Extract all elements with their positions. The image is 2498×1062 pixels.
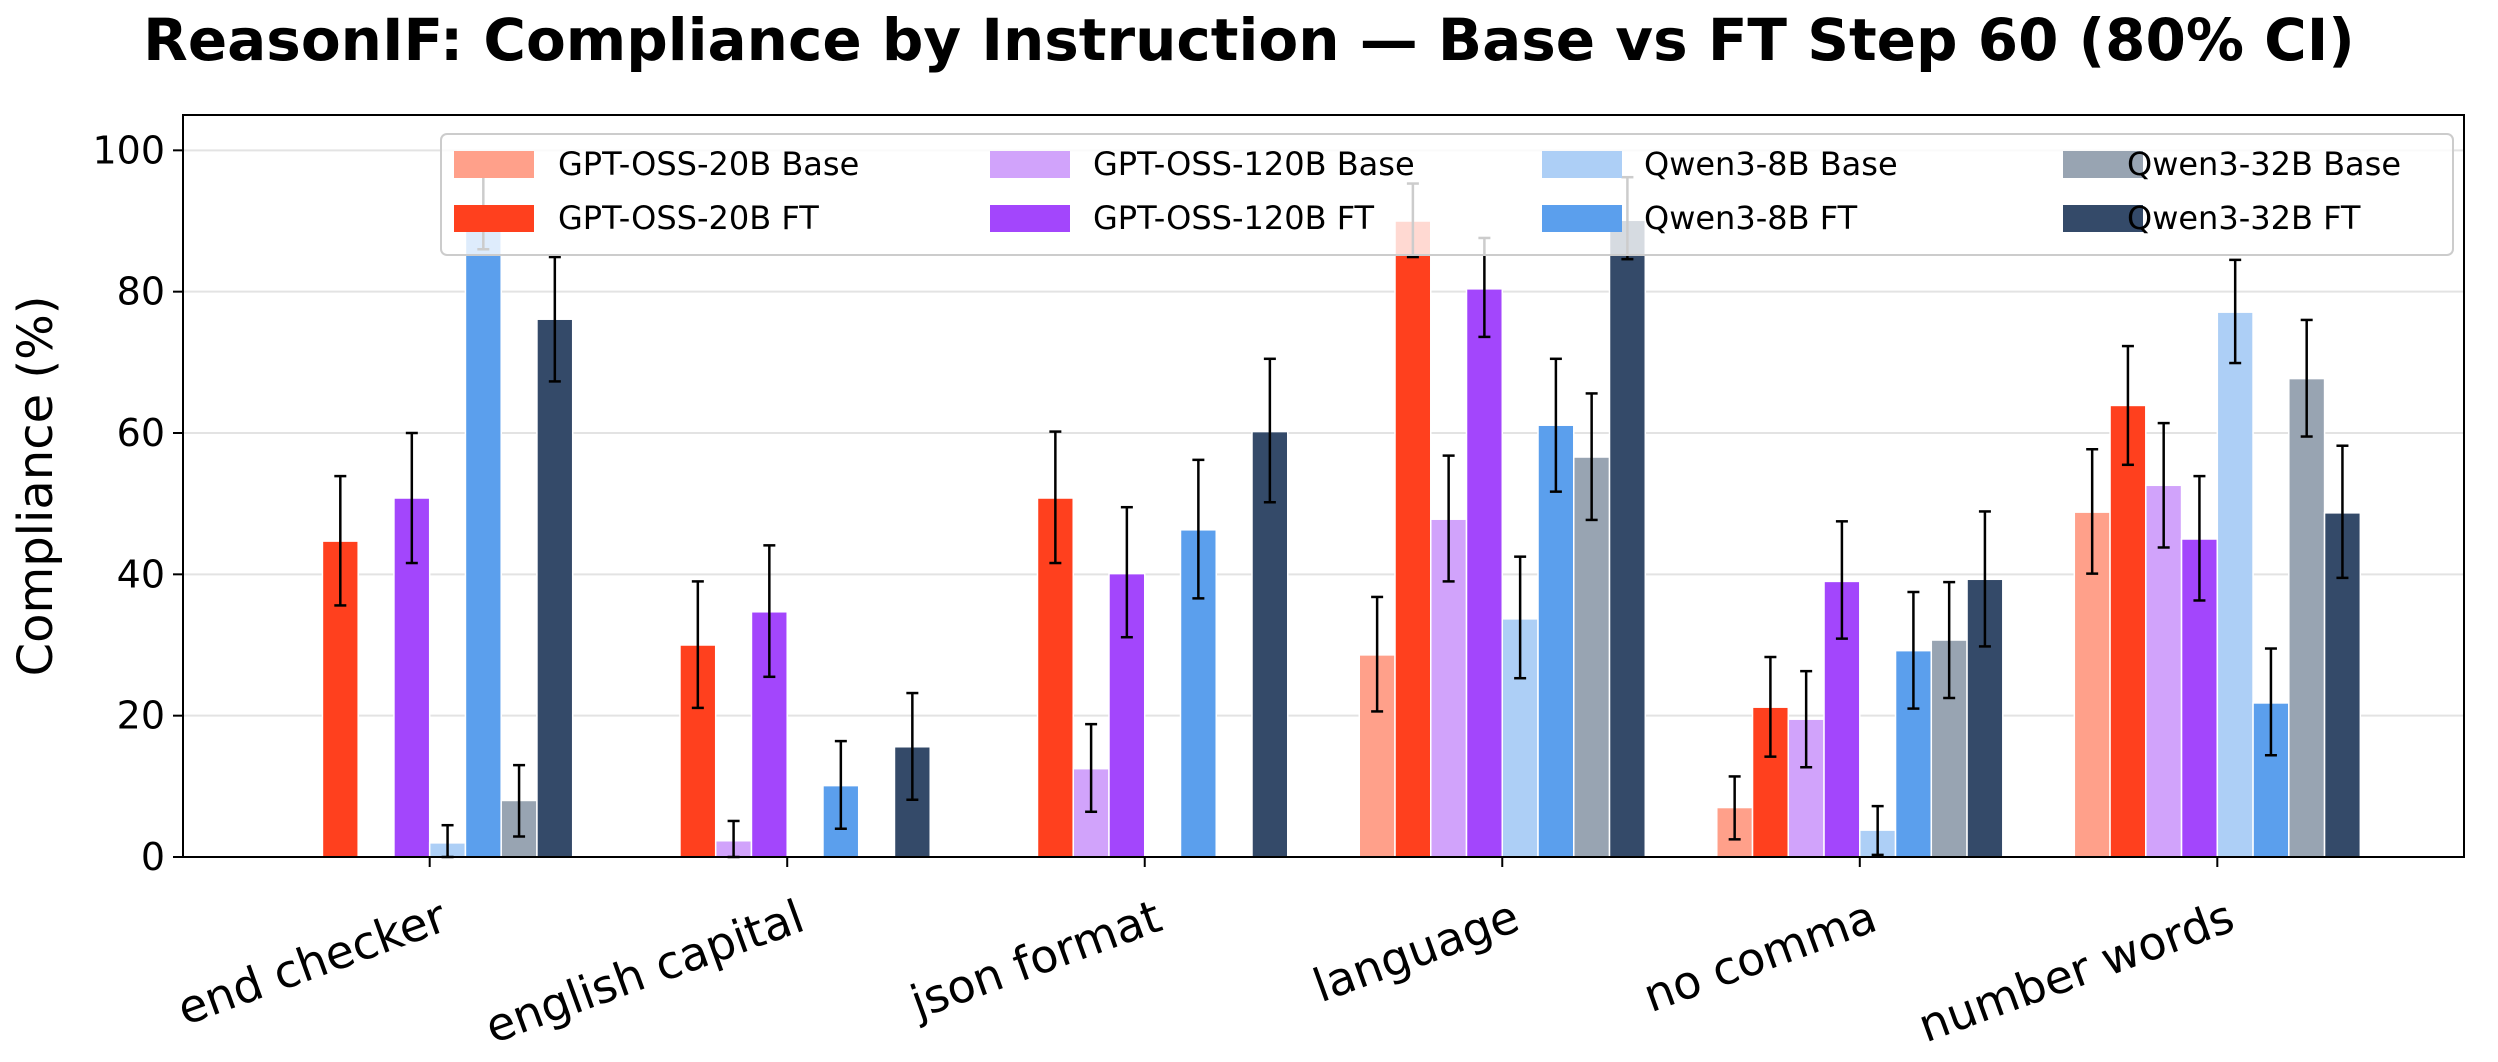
error-bar [1085, 722, 1098, 814]
error-bar [763, 544, 776, 679]
legend-swatch [990, 205, 1070, 232]
legend-label: Qwen3-8B FT [1644, 199, 1858, 237]
error-bar [1728, 775, 1741, 841]
legend-item: GPT-OSS-120B FT [990, 199, 1375, 237]
y-axis-label: Compliance (%) [8, 296, 64, 677]
legend: GPT-OSS-20B Base GPT-OSS-20B FT GPT-OSS-12… [440, 133, 2454, 256]
bar [1465, 288, 1504, 858]
y-ticks: 0 20 40 60 80 100 [92, 128, 183, 879]
error-bar [2086, 448, 2099, 575]
error-bar [513, 763, 526, 838]
error-bar [691, 580, 704, 710]
x-tick-label: json format [903, 889, 1169, 1030]
error-bar [834, 739, 847, 830]
legend-swatch [454, 205, 534, 232]
legend-item: Qwen3-8B FT [1542, 199, 1858, 237]
legend-item: Qwen3-8B Base [1542, 145, 1898, 183]
y-tick-label: 60 [117, 411, 165, 455]
bar [536, 318, 574, 858]
error-bar [1907, 590, 1920, 710]
legend-label: Qwen3-32B Base [2127, 145, 2401, 183]
legend-label: GPT-OSS-120B Base [1093, 145, 1415, 183]
legend-item: Qwen3-32B FT [2063, 199, 2361, 237]
error-bar [1514, 555, 1527, 680]
axes-frame [182, 114, 2465, 858]
error-bar [2264, 647, 2277, 757]
bars [321, 211, 2362, 858]
error-bars [334, 173, 2349, 859]
legend-label: GPT-OSS-20B FT [558, 199, 819, 237]
legend-swatch [1542, 151, 1622, 178]
error-bar [405, 431, 418, 565]
legend-label: Qwen3-8B Base [1644, 145, 1898, 183]
error-bar [1835, 520, 1848, 640]
x-tick-label: number words [1911, 889, 2241, 1053]
x-tick-label: no comma [1636, 889, 1883, 1023]
bar [393, 497, 431, 858]
legend-item: GPT-OSS-120B Base [990, 145, 1415, 183]
bar [2109, 404, 2147, 858]
bar [464, 211, 502, 858]
legend-label: Qwen3-32B FT [2127, 199, 2361, 237]
legend-swatch [2063, 205, 2143, 232]
error-bar [1764, 655, 1777, 758]
y-tick-label: 40 [117, 552, 165, 596]
x-tick-label: end checker [170, 889, 453, 1036]
error-bar [2157, 421, 2170, 549]
error-bar [1800, 669, 1813, 769]
error-bar [1871, 804, 1884, 857]
legend-swatch [454, 151, 534, 178]
legend-item: Qwen3-32B Base [2063, 145, 2401, 183]
error-bar [1049, 430, 1062, 565]
error-bar [1120, 505, 1133, 639]
error-bar [2193, 474, 2206, 602]
error-bar [2121, 344, 2134, 467]
legend-label: GPT-OSS-20B Base [558, 145, 859, 183]
error-bar [1192, 458, 1205, 600]
bar [1608, 219, 1647, 858]
legend-swatch [2063, 151, 2143, 178]
error-bar [1978, 510, 1991, 648]
bar [2288, 377, 2326, 858]
legend-swatch [990, 151, 1070, 178]
error-bar [2300, 318, 2313, 438]
bar [2216, 311, 2254, 858]
error-bar [1442, 454, 1455, 583]
error-bar [1585, 392, 1598, 522]
error-bar [906, 691, 919, 802]
error-bar [1371, 595, 1384, 713]
error-bar [548, 255, 561, 383]
error-bar [1263, 357, 1276, 504]
error-bar [1943, 580, 1956, 700]
x-tick-label: english capital [478, 889, 811, 1054]
legend-item: GPT-OSS-20B FT [454, 199, 819, 237]
x-ticks: end checker english capital json format lan… [170, 857, 2241, 1054]
legend-item: GPT-OSS-20B Base [454, 145, 859, 183]
legend-swatch [1542, 205, 1622, 232]
error-bar [1549, 357, 1562, 493]
y-tick-label: 80 [117, 270, 165, 314]
error-bar [2336, 444, 2349, 580]
error-bar [334, 474, 347, 607]
y-tick-label: 0 [141, 835, 165, 879]
y-tick-label: 100 [92, 128, 165, 172]
y-tick-label: 20 [117, 694, 165, 738]
bar [1394, 220, 1432, 858]
legend-label: GPT-OSS-120B FT [1093, 199, 1375, 237]
error-bar [2229, 258, 2242, 365]
chart-title: ReasonIF: Compliance by Instruction — Ba… [143, 6, 2355, 74]
x-tick-label: language [1306, 889, 1526, 1013]
legend-box [440, 133, 2454, 256]
